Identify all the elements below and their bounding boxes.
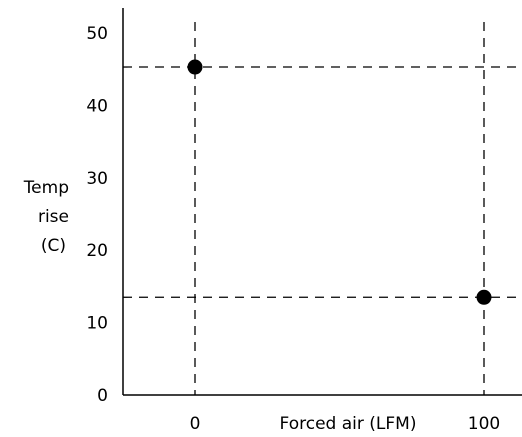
- y-tick-label: 30: [86, 169, 108, 189]
- data-points: [187, 59, 492, 305]
- y-axis-label: Temp rise (C): [23, 178, 69, 256]
- data-point: [187, 59, 203, 75]
- y-axis-label-line-2: rise: [38, 207, 69, 227]
- reference-lines: [123, 22, 522, 395]
- y-axis-label-line-3: (C): [41, 236, 66, 256]
- x-axis-label: Forced air (LFM): [280, 414, 417, 434]
- x-tick-labels: 0 100: [190, 414, 501, 434]
- y-tick-label: 20: [86, 241, 108, 261]
- y-tick-label: 40: [86, 96, 108, 116]
- y-tick-labels: 0 10 20 30 40 50: [86, 24, 108, 406]
- axes: [122, 8, 522, 396]
- y-tick-label: 0: [97, 386, 108, 406]
- y-tick-label: 50: [86, 24, 108, 44]
- x-tick-label: 100: [468, 414, 500, 434]
- data-point: [476, 289, 492, 305]
- y-axis-label-line-1: Temp: [23, 178, 69, 198]
- y-tick-label: 10: [86, 314, 108, 334]
- x-tick-label: 0: [190, 414, 201, 434]
